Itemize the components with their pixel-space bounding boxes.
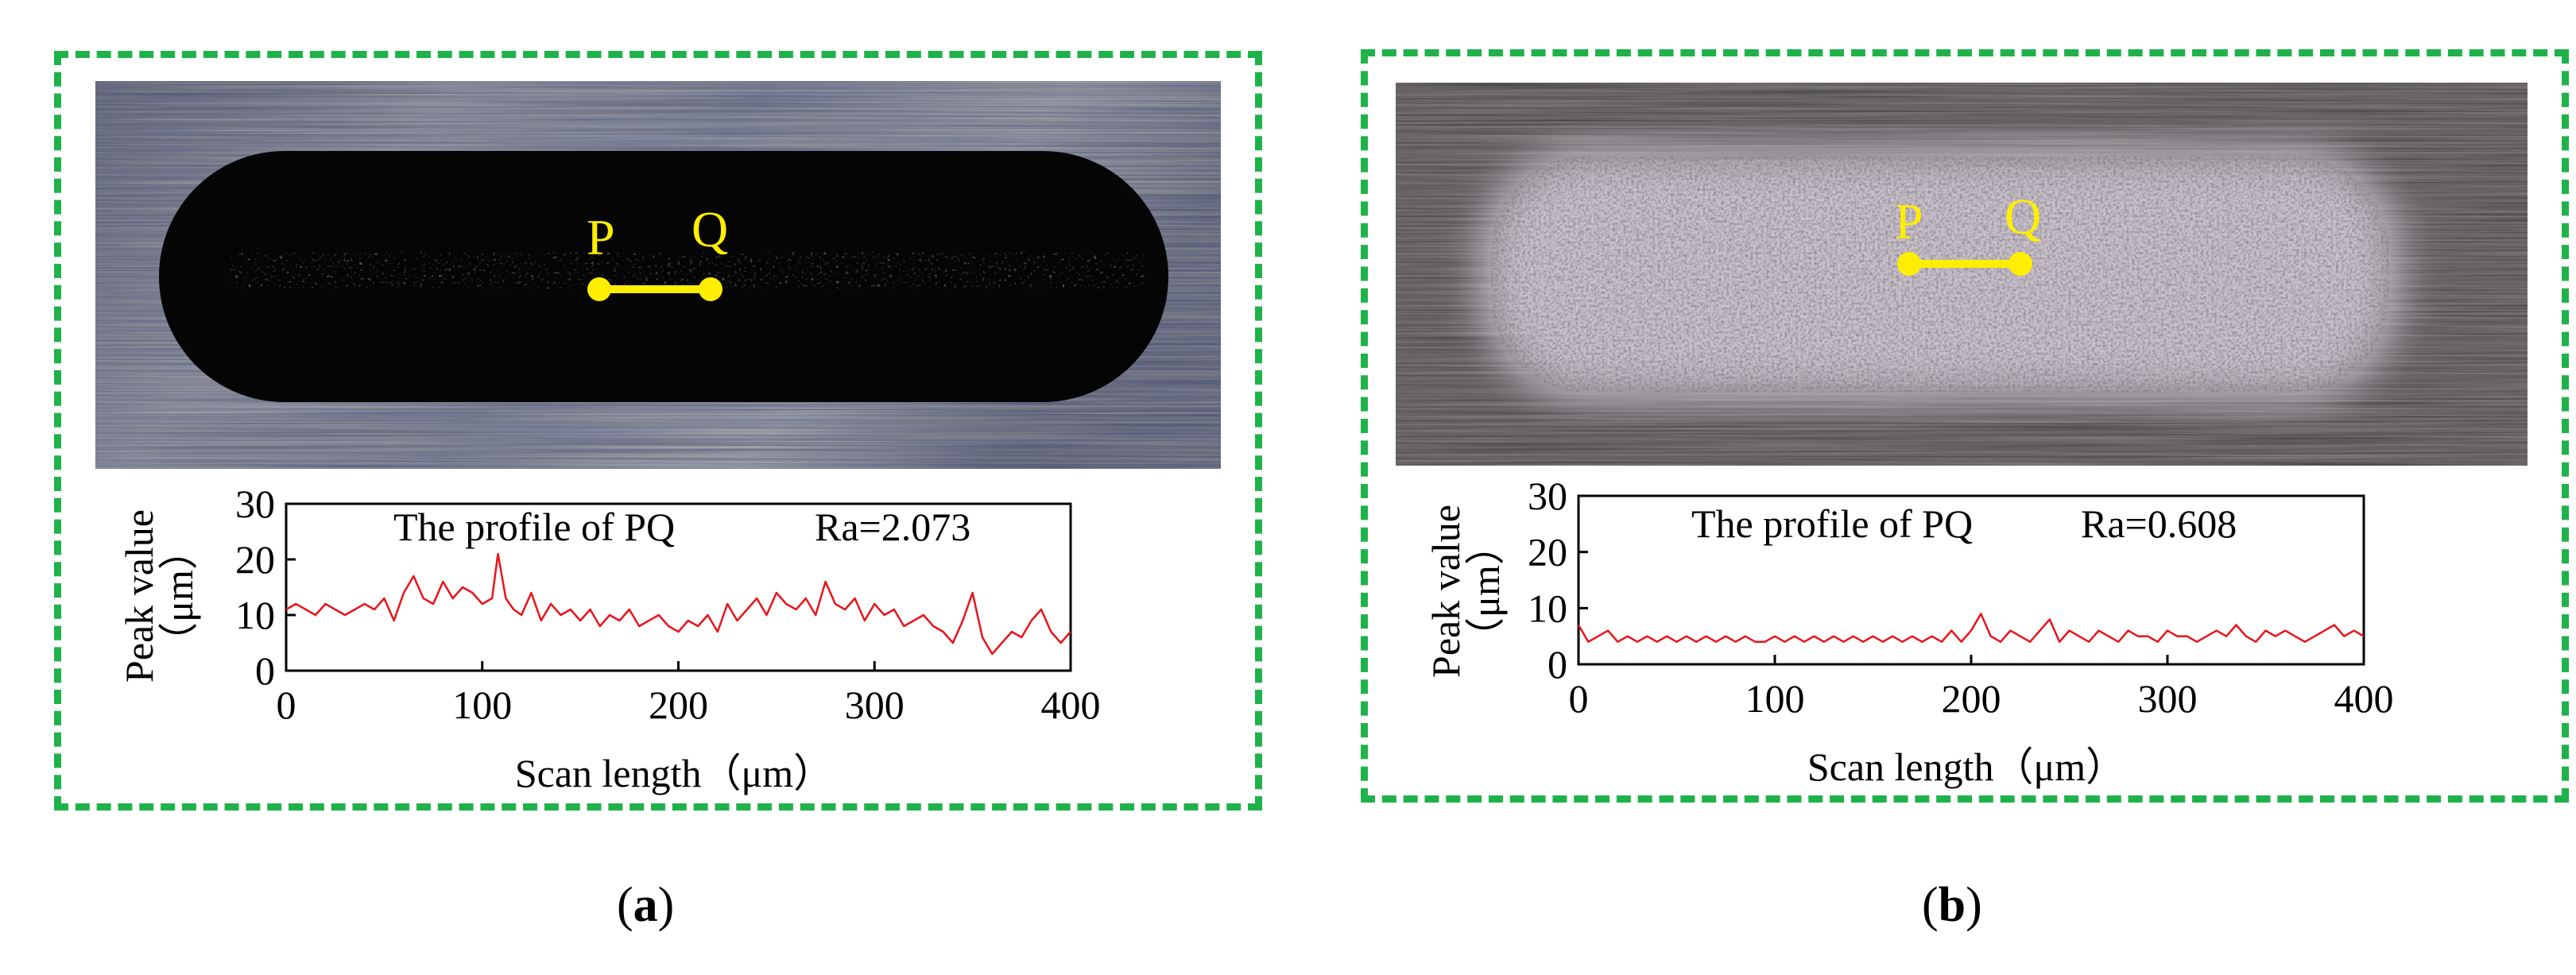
micrograph-a: P Q bbox=[95, 81, 1221, 469]
profile-series-line bbox=[1577, 613, 2365, 643]
marker-q-label: Q bbox=[2005, 188, 2041, 245]
y-axis-unit: （μm） bbox=[1463, 525, 1508, 657]
pq-marker-b: P Q bbox=[1895, 188, 2041, 276]
marker-p-label: P bbox=[1895, 193, 1923, 250]
x-axis-label: Scan length（μm） bbox=[515, 751, 833, 795]
y-tick-label: 20 bbox=[235, 537, 275, 582]
x-axis-label: Scan length（μm） bbox=[1807, 745, 2125, 789]
x-tick-label: 0 bbox=[277, 683, 296, 727]
plot-area: 0 100 200 300 400 0 10 20 30 bbox=[1528, 474, 2394, 721]
y-tick-label: 30 bbox=[1528, 474, 1567, 518]
pq-marker-a: P Q bbox=[587, 201, 728, 301]
x-tick-label: 100 bbox=[1745, 676, 1805, 721]
y-axis-label: Peak value bbox=[1424, 505, 1468, 678]
x-tick-label: 200 bbox=[649, 683, 708, 727]
y-axis-unit: （μm） bbox=[157, 530, 201, 662]
marker-q-label: Q bbox=[691, 201, 728, 257]
y-tick-label: 0 bbox=[1548, 642, 1567, 687]
profile-chart-b: Peak value （μm） The profile of PQ Ra=0.6… bbox=[1424, 474, 2394, 789]
y-tick-label: 10 bbox=[235, 593, 275, 637]
marker-p-label: P bbox=[587, 209, 615, 265]
plot-area: 0 100 200 300 400 0 10 20 30 bbox=[235, 482, 1101, 727]
profile-annotation: The profile of PQ bbox=[1691, 501, 1973, 546]
subfigure-label-a: (a) bbox=[617, 878, 675, 932]
profile-annotation: The profile of PQ bbox=[393, 505, 675, 549]
y-tick-label: 0 bbox=[255, 648, 275, 693]
profile-series-line bbox=[285, 552, 1071, 656]
x-tick-label: 200 bbox=[1942, 676, 2001, 721]
x-tick-label: 100 bbox=[452, 683, 512, 727]
y-tick-label: 10 bbox=[1528, 586, 1567, 630]
panel-a-frame bbox=[54, 51, 1262, 811]
micrograph-b: P Q bbox=[1396, 83, 2528, 466]
x-tick-label: 400 bbox=[1041, 683, 1101, 727]
x-tick-label: 300 bbox=[2138, 676, 2198, 721]
panel-b-frame bbox=[1361, 49, 2569, 803]
ra-value: Ra=0.608 bbox=[2081, 501, 2237, 546]
x-tick-label: 300 bbox=[845, 683, 905, 727]
x-tick-label: 0 bbox=[1569, 676, 1589, 721]
y-tick-label: 30 bbox=[235, 482, 275, 526]
ra-value: Ra=2.073 bbox=[815, 505, 970, 549]
subfigure-label-b: (b) bbox=[1922, 878, 1982, 932]
y-axis-label: Peak value bbox=[117, 509, 161, 683]
profile-chart-a: Peak value （μm） The profile of PQ Ra=2.0… bbox=[117, 482, 1101, 795]
y-tick-label: 20 bbox=[1528, 530, 1567, 575]
x-tick-label: 400 bbox=[2334, 676, 2394, 721]
